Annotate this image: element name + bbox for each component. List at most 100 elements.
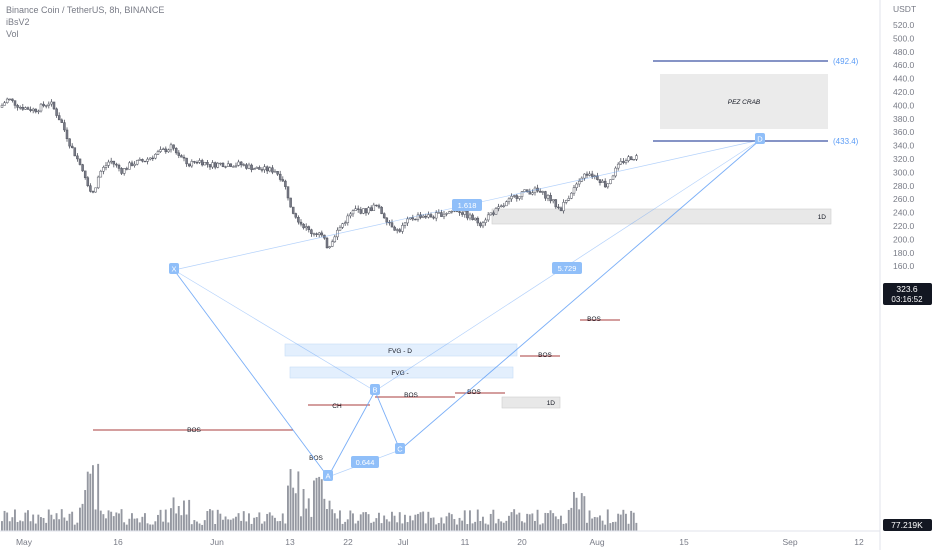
candle-body bbox=[427, 214, 430, 218]
volume-bar bbox=[29, 521, 32, 531]
candle-body bbox=[104, 165, 108, 168]
candle-body bbox=[494, 208, 498, 215]
volume-bar bbox=[500, 521, 503, 531]
candle-body bbox=[263, 166, 266, 171]
volume-bar bbox=[32, 514, 35, 531]
pattern-leg-cd bbox=[399, 139, 761, 451]
volume-bar bbox=[489, 513, 492, 531]
price-tick-label: 500.0 bbox=[893, 33, 915, 43]
volume-bar bbox=[214, 523, 217, 531]
candle-body bbox=[541, 191, 545, 193]
volume-bar bbox=[617, 513, 620, 531]
volume-bar bbox=[209, 509, 211, 531]
volume-bar bbox=[227, 519, 230, 531]
candle-body bbox=[60, 119, 64, 123]
candle-body bbox=[546, 195, 550, 199]
volume-bar bbox=[476, 509, 479, 531]
volume-bar bbox=[201, 524, 204, 531]
candle-body bbox=[102, 167, 105, 172]
candle-body bbox=[627, 156, 630, 161]
candle-body bbox=[372, 204, 376, 211]
volume-bar bbox=[406, 522, 409, 531]
candle-body bbox=[219, 162, 222, 165]
volume-bar bbox=[258, 512, 261, 531]
candle-body bbox=[151, 157, 155, 160]
volume-bar bbox=[411, 520, 414, 531]
volume-bar bbox=[414, 514, 417, 531]
candle-body bbox=[245, 164, 248, 169]
candle-body bbox=[216, 162, 220, 168]
time-tick-label: Jul bbox=[398, 537, 409, 547]
volume-bar bbox=[591, 518, 594, 531]
price-tick-label: 380.0 bbox=[893, 114, 915, 124]
candle-body bbox=[47, 103, 51, 106]
candle-body bbox=[473, 217, 477, 221]
volume-bar bbox=[479, 521, 482, 531]
candle-body bbox=[185, 157, 188, 165]
candle-body bbox=[622, 161, 625, 163]
volume-bar bbox=[554, 516, 557, 531]
candle-body bbox=[466, 210, 469, 219]
candle-body bbox=[213, 162, 217, 168]
volume-bar bbox=[177, 506, 180, 531]
candle-body bbox=[385, 217, 389, 223]
volume-bar bbox=[346, 519, 349, 531]
candle-body bbox=[525, 189, 529, 192]
candle-body bbox=[52, 101, 56, 110]
candle-body bbox=[174, 148, 178, 154]
volume-bar bbox=[105, 518, 107, 531]
candle-body bbox=[533, 187, 537, 193]
indicator-volume-label[interactable]: Vol bbox=[6, 29, 19, 39]
volume-bar bbox=[474, 521, 477, 531]
time-tick-label: 16 bbox=[113, 537, 123, 547]
volume-bar bbox=[586, 522, 588, 531]
ratio-ac-label: 0.644 bbox=[356, 458, 375, 467]
volume-bar bbox=[276, 521, 279, 531]
volume-bar bbox=[123, 522, 126, 531]
pattern-point-a-label: A bbox=[325, 472, 330, 481]
volume-bar bbox=[144, 513, 146, 531]
volume-bar bbox=[424, 523, 427, 531]
candle-body bbox=[632, 159, 636, 161]
candle-body bbox=[554, 199, 558, 208]
zone-layer: FVG - D FVG - 1D 1D PEZ CRAB bbox=[284, 74, 832, 409]
candle-body bbox=[559, 207, 563, 212]
candle-body bbox=[310, 229, 313, 234]
volume-bar bbox=[216, 509, 219, 531]
pattern-leg-xa bbox=[173, 269, 329, 478]
volume-bar bbox=[430, 517, 432, 531]
candle-body bbox=[281, 179, 285, 182]
volume-bar bbox=[466, 524, 469, 531]
volume-bar bbox=[300, 516, 302, 531]
volume-bar bbox=[326, 509, 328, 531]
volume-bar bbox=[292, 487, 295, 531]
volume-badge bbox=[883, 519, 932, 531]
last-price-value: 323.6 bbox=[896, 284, 918, 294]
candle-body bbox=[390, 222, 394, 228]
volume-bar bbox=[422, 511, 425, 531]
candle-body bbox=[76, 155, 79, 160]
candle-body bbox=[143, 160, 147, 163]
candle-body bbox=[362, 208, 365, 214]
volume-bar bbox=[3, 510, 6, 531]
indicator-ibsv2-label[interactable]: iBsV2 bbox=[6, 17, 30, 27]
volume-bar bbox=[378, 512, 380, 531]
volume-bar bbox=[120, 509, 123, 531]
pattern-point-b-label: B bbox=[372, 386, 377, 395]
volume-bar bbox=[19, 520, 22, 531]
volume-bar bbox=[60, 509, 63, 531]
price-axis: USDT 160.0 180.0 200.0 220.0 240.0 260.0 280.0 3… bbox=[879, 0, 932, 550]
volume-bar bbox=[172, 497, 175, 531]
volume-bar bbox=[235, 516, 237, 531]
candle-body bbox=[481, 222, 485, 227]
candle-body bbox=[115, 163, 118, 166]
candle-body bbox=[273, 171, 277, 173]
volume-bar bbox=[349, 510, 352, 531]
volume-bar bbox=[523, 522, 526, 531]
candle-body bbox=[29, 109, 32, 111]
candle-body bbox=[42, 103, 45, 107]
symbol-title[interactable]: Binance Coin / TetherUS, 8h, BINANCE bbox=[6, 5, 165, 15]
candle-body bbox=[593, 175, 597, 177]
